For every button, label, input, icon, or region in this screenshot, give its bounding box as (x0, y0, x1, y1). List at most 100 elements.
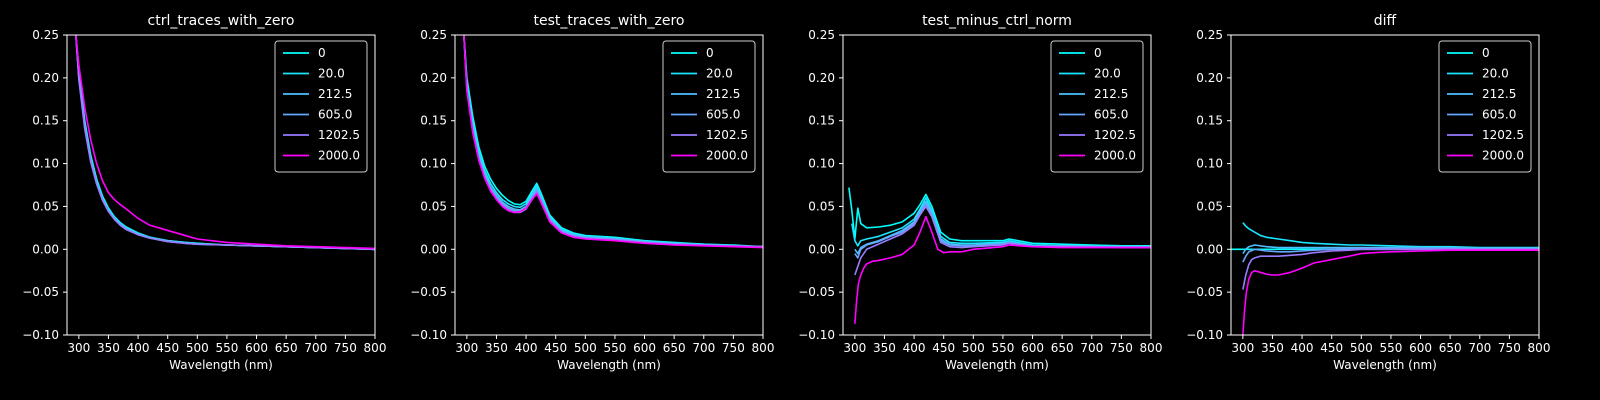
chart-panel-2: 300 350 400 450 500 550 600 650 700 750 800 −0.10 −0… (410, 13, 774, 372)
x-tick-label: 700 (1468, 341, 1491, 355)
legend-label: 2000.0 (318, 149, 360, 163)
y-tick-label: 0.15 (808, 114, 835, 128)
plot-area (1231, 222, 1539, 335)
y-tick-label: 0.20 (420, 71, 447, 85)
x-axis-label: Wavelength (nm) (169, 358, 273, 372)
x-tick-label: 400 (903, 341, 926, 355)
x-tick-label: 600 (633, 341, 656, 355)
y-tick-label: −0.05 (22, 285, 59, 299)
legend: 0 20.0 212.5 605.0 1202.5 2000.0 (274, 40, 368, 173)
x-tick-label: 500 (1350, 341, 1373, 355)
x-tick-label: 750 (1110, 341, 1133, 355)
series-line-20.0 (851, 197, 1151, 248)
x-tick-label: 650 (1439, 341, 1462, 355)
x-tick-label: 550 (991, 341, 1014, 355)
x-tick-label: 600 (1409, 341, 1432, 355)
legend-label: 2000.0 (1482, 149, 1524, 163)
y-tick-label: 0.05 (32, 199, 59, 213)
y-tick-label: 0.05 (420, 199, 447, 213)
x-axis-label: Wavelength (nm) (557, 358, 661, 372)
y-tick-label: 0.20 (1196, 71, 1223, 85)
y-tick-label: 0.00 (808, 242, 835, 256)
legend-label: 20.0 (1094, 67, 1121, 81)
x-tick-label: 800 (364, 341, 387, 355)
chart-panel-4: 300 350 400 450 500 550 600 650 700 750 800 −0.10 −0… (1186, 13, 1550, 372)
x-tick-label: 600 (1021, 341, 1044, 355)
y-tick-label: 0.00 (1196, 242, 1223, 256)
legend-label: 0 (706, 46, 714, 60)
y-tick-label: 0.25 (808, 28, 835, 42)
chart-panel-3: 300 350 400 450 500 550 600 650 700 750 800 −0.10 −0… (798, 13, 1162, 372)
y-tick-label: 0.20 (808, 71, 835, 85)
x-tick-label: 350 (485, 341, 508, 355)
y-tick-label: 0.15 (32, 114, 59, 128)
plot-area (463, 35, 763, 249)
axes-frame (842, 34, 1152, 336)
x-tick-label: 800 (752, 341, 775, 355)
legend-label: 2000.0 (706, 149, 748, 163)
chart-title: ctrl_traces_with_zero (148, 13, 295, 29)
chart-title: diff (1374, 13, 1397, 29)
x-tick-label: 700 (304, 341, 327, 355)
x-tick-label: 300 (455, 341, 478, 355)
legend-label: 0 (1094, 46, 1102, 60)
chart-title: test_minus_ctrl_norm (922, 13, 1072, 29)
legend-label: 0 (1482, 46, 1490, 60)
axes-frame (454, 34, 764, 336)
x-tick-label: 550 (215, 341, 238, 355)
legend-label: 0 (318, 46, 326, 60)
series-line-2000.0 (854, 215, 1151, 324)
x-tick-label: 400 (515, 341, 538, 355)
series-line-0 (463, 35, 763, 248)
y-tick-label: 0.05 (808, 199, 835, 213)
series-line-605.0 (1242, 247, 1539, 263)
legend-label: 212.5 (1094, 87, 1128, 101)
y-tick-label: −0.05 (410, 285, 447, 299)
x-axis-label: Wavelength (nm) (945, 358, 1049, 372)
y-tick-label: 0.10 (420, 157, 447, 171)
y-tick-label: 0.10 (1196, 157, 1223, 171)
x-tick-label: 500 (962, 341, 985, 355)
series-line-2000.0 (75, 35, 375, 250)
x-tick-label: 550 (603, 341, 626, 355)
y-tick-label: 0.15 (1196, 114, 1223, 128)
plot-area (848, 187, 1151, 324)
y-tick-label: 0.20 (32, 71, 59, 85)
x-tick-label: 700 (1080, 341, 1103, 355)
legend-label: 20.0 (706, 67, 733, 81)
x-tick-label: 800 (1528, 341, 1551, 355)
legend: 0 20.0 212.5 605.0 1202.5 2000.0 (1050, 40, 1144, 173)
legend-label: 1202.5 (706, 128, 748, 142)
series-line-0 (848, 187, 1151, 247)
x-tick-label: 450 (156, 341, 179, 355)
x-tick-label: 800 (1140, 341, 1163, 355)
x-tick-label: 350 (1261, 341, 1284, 355)
axes-frame (66, 34, 376, 336)
x-tick-label: 650 (663, 341, 686, 355)
y-tick-label: 0.25 (420, 28, 447, 42)
series-line-2000.0 (1242, 249, 1539, 335)
chart-title: test_traces_with_zero (534, 13, 685, 29)
x-tick-label: 750 (334, 341, 357, 355)
y-tick-label: −0.05 (798, 285, 835, 299)
y-tick-label: 0.05 (1196, 199, 1223, 213)
x-tick-label: 600 (245, 341, 268, 355)
x-tick-label: 700 (692, 341, 715, 355)
legend-label: 605.0 (318, 108, 352, 122)
legend-label: 20.0 (1482, 67, 1509, 81)
legend-label: 212.5 (706, 87, 740, 101)
x-tick-label: 450 (544, 341, 567, 355)
y-tick-label: 0.15 (420, 114, 447, 128)
legend-label: 1202.5 (1482, 128, 1524, 142)
y-tick-label: −0.10 (798, 328, 835, 342)
y-tick-label: 0.25 (32, 28, 59, 42)
y-tick-label: 0.25 (1196, 28, 1223, 42)
legend-label: 605.0 (1482, 108, 1516, 122)
y-tick-label: −0.10 (410, 328, 447, 342)
x-tick-label: 300 (843, 341, 866, 355)
x-tick-label: 750 (722, 341, 745, 355)
series-line-2000.0 (463, 35, 763, 249)
y-tick-label: −0.10 (1186, 328, 1223, 342)
series-line-20.0 (1242, 222, 1539, 249)
